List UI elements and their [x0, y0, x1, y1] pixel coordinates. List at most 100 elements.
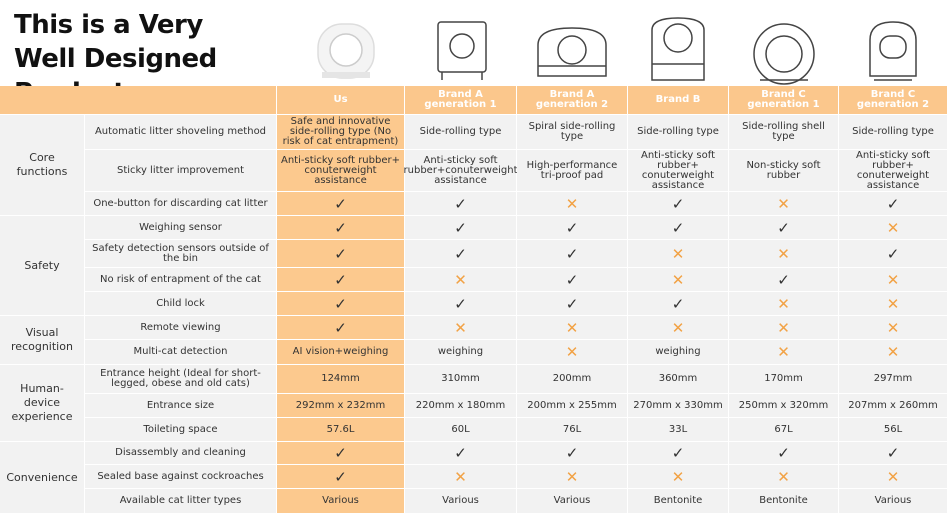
cell: ✓ — [517, 442, 628, 465]
cell: ✕ — [839, 216, 948, 240]
cell: 60L — [405, 418, 517, 442]
cell: Various — [839, 489, 948, 514]
feature-label: Available cat litter types — [85, 489, 277, 514]
cell: ✕ — [839, 465, 948, 489]
product-a2 — [537, 27, 607, 77]
cell: ✕ — [517, 316, 628, 340]
cell: ✕ — [405, 316, 517, 340]
cell: Anti-sticky soft rubber+conuterweight as… — [404, 150, 518, 192]
cell: ✕ — [517, 192, 628, 216]
cell: ✓ — [277, 442, 405, 465]
header-blank — [0, 86, 277, 115]
group-label: Human-device experience — [0, 365, 85, 442]
cell: ✓ — [277, 268, 405, 292]
product-us — [317, 23, 375, 79]
cell: ✓ — [277, 316, 405, 340]
feature-label: Child lock — [85, 292, 277, 316]
cell: ✕ — [839, 292, 948, 316]
cell: ✓ — [628, 292, 729, 316]
group-label: Core functions — [0, 115, 85, 216]
cell: ✓ — [729, 216, 839, 240]
cell: Various — [277, 489, 405, 514]
cell: 57.6L — [277, 418, 405, 442]
cell: Spiral side-rolling type — [517, 115, 628, 150]
cell: ✓ — [517, 268, 628, 292]
cell: ✓ — [405, 292, 517, 316]
cell: ✓ — [517, 216, 628, 240]
cell: Anti-sticky soft rubber+ conuterweight a… — [839, 150, 948, 192]
group-label: Safety — [0, 216, 85, 316]
column-header: Brand B — [628, 86, 729, 115]
cell: ✓ — [277, 192, 405, 216]
cell: ✓ — [405, 442, 517, 465]
cell: Side-rolling type — [405, 115, 517, 150]
cell: 170mm — [729, 365, 839, 394]
cell: ✓ — [517, 292, 628, 316]
cell: 270mm x 330mm — [628, 394, 729, 418]
cell: 220mm x 180mm — [405, 394, 517, 418]
cell: ✕ — [839, 340, 948, 365]
cell: 250mm x 320mm — [729, 394, 839, 418]
cell: AI vision+weighing — [277, 340, 405, 365]
cell: ✓ — [729, 268, 839, 292]
cell: ✓ — [628, 216, 729, 240]
group-label: Visual recognition — [0, 316, 85, 365]
feature-label: No risk of entrapment of the cat — [85, 268, 277, 292]
column-header: Brand A generation 2 — [517, 86, 628, 115]
cell: ✓ — [277, 216, 405, 240]
cell: ✕ — [839, 316, 948, 340]
cell: Bentonite — [628, 489, 729, 514]
feature-label: Sealed base against cockroaches — [85, 465, 277, 489]
feature-label: Remote viewing — [85, 316, 277, 340]
cell: 297mm — [839, 365, 948, 394]
product-b — [651, 17, 705, 81]
cell: 200mm x 255mm — [517, 394, 628, 418]
cell: ✓ — [517, 240, 628, 268]
cell: ✕ — [729, 340, 839, 365]
cell: Anti-sticky soft rubber+ conuterweight a… — [277, 150, 405, 192]
feature-label: Toileting space — [85, 418, 277, 442]
cell: ✕ — [729, 192, 839, 216]
cell: High-performance tri-proof pad — [517, 150, 628, 192]
cell: Side-rolling type — [628, 115, 729, 150]
cell: Bentonite — [729, 489, 839, 514]
feature-label: Automatic litter shoveling method — [85, 115, 277, 150]
cell: weighing — [628, 340, 729, 365]
cell: ✓ — [405, 192, 517, 216]
column-header: Us — [277, 86, 405, 115]
cell: weighing — [405, 340, 517, 365]
cell: ✕ — [628, 316, 729, 340]
feature-label: Multi-cat detection — [85, 340, 277, 365]
cell: ✕ — [729, 465, 839, 489]
cell: 310mm — [405, 365, 517, 394]
cell: 360mm — [628, 365, 729, 394]
cell: ✕ — [729, 240, 839, 268]
column-header: Brand A generation 1 — [405, 86, 517, 115]
cell: ✓ — [277, 240, 405, 268]
product-a1 — [437, 21, 487, 80]
feature-label: Safety detection sensors outside of the … — [85, 240, 277, 268]
feature-label: Entrance size — [85, 394, 277, 418]
feature-label: One-button for discarding cat litter — [85, 192, 277, 216]
cell: Various — [405, 489, 517, 514]
cell: ✓ — [839, 192, 948, 216]
cell: ✕ — [405, 465, 517, 489]
product-c2 — [869, 21, 917, 81]
product-images — [317, 17, 917, 85]
column-header: Brand C generation 2 — [839, 86, 948, 115]
cell: ✕ — [517, 465, 628, 489]
cell: ✓ — [628, 442, 729, 465]
cell: ✓ — [839, 240, 948, 268]
feature-label: Entrance height (Ideal for short-legged,… — [85, 365, 277, 394]
product-c1 — [753, 23, 815, 85]
cell: Side-rolling type — [839, 115, 948, 150]
column-header: Brand C generation 1 — [729, 86, 839, 115]
cell: 76L — [517, 418, 628, 442]
cell: ✕ — [628, 465, 729, 489]
cell: ✕ — [628, 268, 729, 292]
cell: ✓ — [839, 442, 948, 465]
cell: ✕ — [405, 268, 517, 292]
feature-label: Weighing sensor — [85, 216, 277, 240]
feature-label: Sticky litter improvement — [85, 150, 277, 192]
